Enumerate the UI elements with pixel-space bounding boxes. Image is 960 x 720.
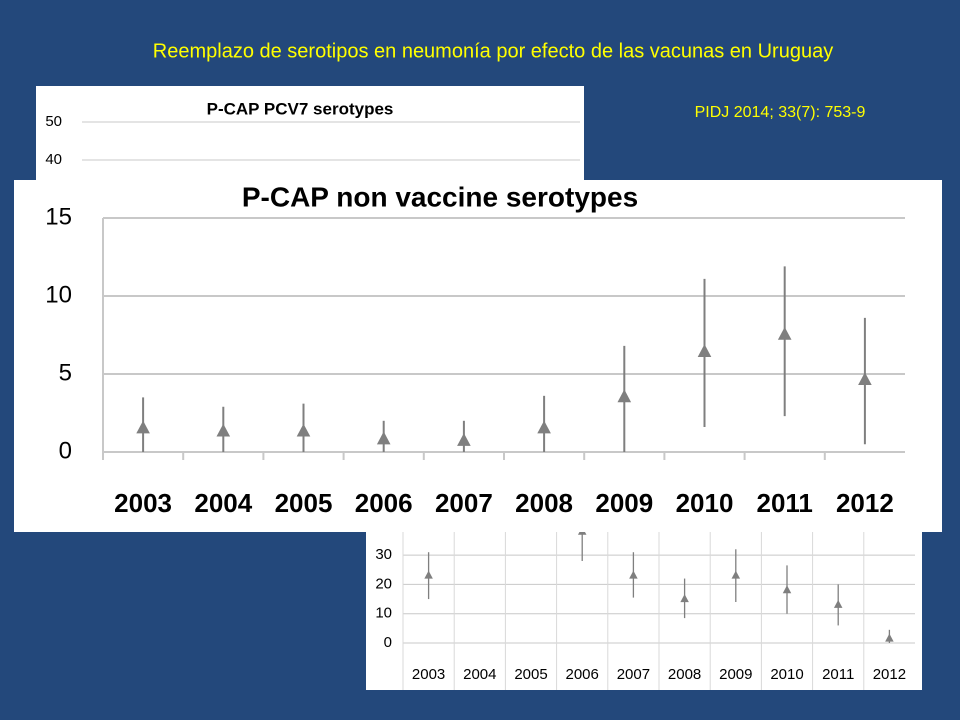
y-tick-label: 10	[375, 605, 392, 622]
y-tick-label: 0	[384, 634, 392, 651]
chart-frame	[36, 86, 584, 180]
x-tick-label: 2011	[822, 666, 854, 683]
data-point	[885, 633, 894, 642]
y-tick-label: 20	[375, 575, 392, 592]
data-point	[457, 433, 471, 446]
data-point	[617, 389, 632, 403]
data-point	[136, 420, 150, 434]
chart-frame	[14, 180, 942, 532]
y-tick-label: 0	[59, 437, 72, 464]
data-point	[424, 570, 433, 579]
chart: 0 5 10 15 P-CAP non vaccine serotypes 2003 200…	[14, 180, 942, 532]
y-tick-label: 5	[59, 359, 72, 386]
y-tick-label: 30	[375, 546, 392, 563]
x-tick-label: 2004	[463, 666, 496, 683]
y-tick-label: 40	[45, 151, 62, 168]
x-tick-label: 2006	[355, 488, 413, 518]
data-point	[731, 570, 741, 579]
y-tick-label: 10	[45, 281, 72, 308]
x-tick-label: 2008	[668, 666, 701, 683]
chart: 0 10 20 30 2003 2004 2005 2006 2007 2008 2009 2010 2…	[366, 522, 922, 690]
data-point	[680, 594, 689, 603]
x-tick-label: 2009	[595, 488, 653, 518]
x-tick-label: 2005	[275, 488, 333, 518]
x-tick-label: 2003	[114, 488, 172, 518]
data-point	[296, 423, 311, 437]
data-point	[833, 599, 843, 608]
data-point	[777, 327, 792, 340]
chart-frame	[366, 532, 922, 690]
x-tick-label: 2012	[873, 666, 906, 683]
x-tick-label: 2008	[515, 488, 573, 518]
x-tick-label: 2010	[676, 488, 734, 518]
data-point	[376, 431, 391, 445]
y-tick-label: 50	[45, 113, 62, 130]
x-tick-label: 2007	[617, 666, 650, 683]
chart-title: P-CAP non vaccine serotypes	[242, 181, 638, 212]
data-point	[858, 372, 872, 386]
data-point	[782, 585, 792, 594]
x-tick-label: 2003	[412, 666, 445, 683]
x-tick-label: 2004	[194, 488, 252, 518]
slide-title: Reemplazo de serotipos en neumonía por e…	[153, 40, 833, 62]
x-tick-label: 2005	[514, 666, 547, 683]
chart-title: P-CAP PCV7 serotypes	[207, 99, 394, 118]
x-tick-label: 2012	[836, 488, 894, 518]
data-point	[629, 570, 638, 579]
data-point	[216, 423, 231, 437]
data-point	[697, 344, 712, 357]
x-tick-label: 2011	[756, 488, 812, 518]
x-tick-label: 2009	[719, 666, 752, 683]
y-tick-label: 15	[45, 203, 72, 230]
chart: 40 50 P-CAP PCV7 serotypes	[36, 86, 584, 180]
citation: PIDJ 2014; 33(7): 753-9	[695, 104, 866, 121]
data-point	[537, 420, 551, 434]
x-tick-label: 2007	[435, 488, 493, 518]
x-tick-label: 2010	[770, 666, 803, 683]
x-tick-label: 2006	[566, 666, 599, 683]
